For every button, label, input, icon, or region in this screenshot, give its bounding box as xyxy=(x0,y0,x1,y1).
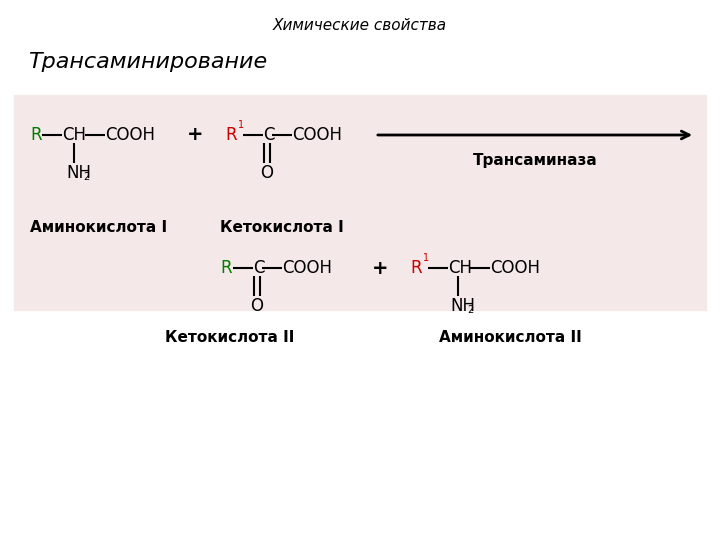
Text: Аминокислота II: Аминокислота II xyxy=(438,330,581,345)
Text: CH: CH xyxy=(62,126,86,144)
Text: R: R xyxy=(225,126,237,144)
Text: COOH: COOH xyxy=(282,259,332,277)
Text: 1: 1 xyxy=(238,120,244,130)
Text: 1: 1 xyxy=(423,253,429,263)
Text: R: R xyxy=(30,126,42,144)
Text: Трансаминаза: Трансаминаза xyxy=(472,153,598,168)
Text: Кетокислота I: Кетокислота I xyxy=(220,220,343,235)
Text: Химические свойства: Химические свойства xyxy=(273,18,447,33)
Text: 2: 2 xyxy=(467,305,473,315)
Text: O: O xyxy=(261,164,274,182)
Text: COOH: COOH xyxy=(292,126,342,144)
Text: CH: CH xyxy=(448,259,472,277)
Text: O: O xyxy=(251,297,264,315)
Text: NH: NH xyxy=(450,297,475,315)
Text: Кетокислота II: Кетокислота II xyxy=(166,330,294,345)
Text: C: C xyxy=(253,259,264,277)
Text: Трансаминирование: Трансаминирование xyxy=(28,52,267,72)
Text: NH: NH xyxy=(66,164,91,182)
Text: +: + xyxy=(372,259,388,278)
Text: +: + xyxy=(186,125,203,145)
Text: C: C xyxy=(263,126,274,144)
Bar xyxy=(14,95,706,310)
Text: COOH: COOH xyxy=(105,126,155,144)
Text: COOH: COOH xyxy=(490,259,540,277)
Text: 2: 2 xyxy=(83,172,89,182)
Text: R: R xyxy=(220,259,232,277)
Text: R: R xyxy=(410,259,422,277)
Text: Аминокислота I: Аминокислота I xyxy=(30,220,167,235)
